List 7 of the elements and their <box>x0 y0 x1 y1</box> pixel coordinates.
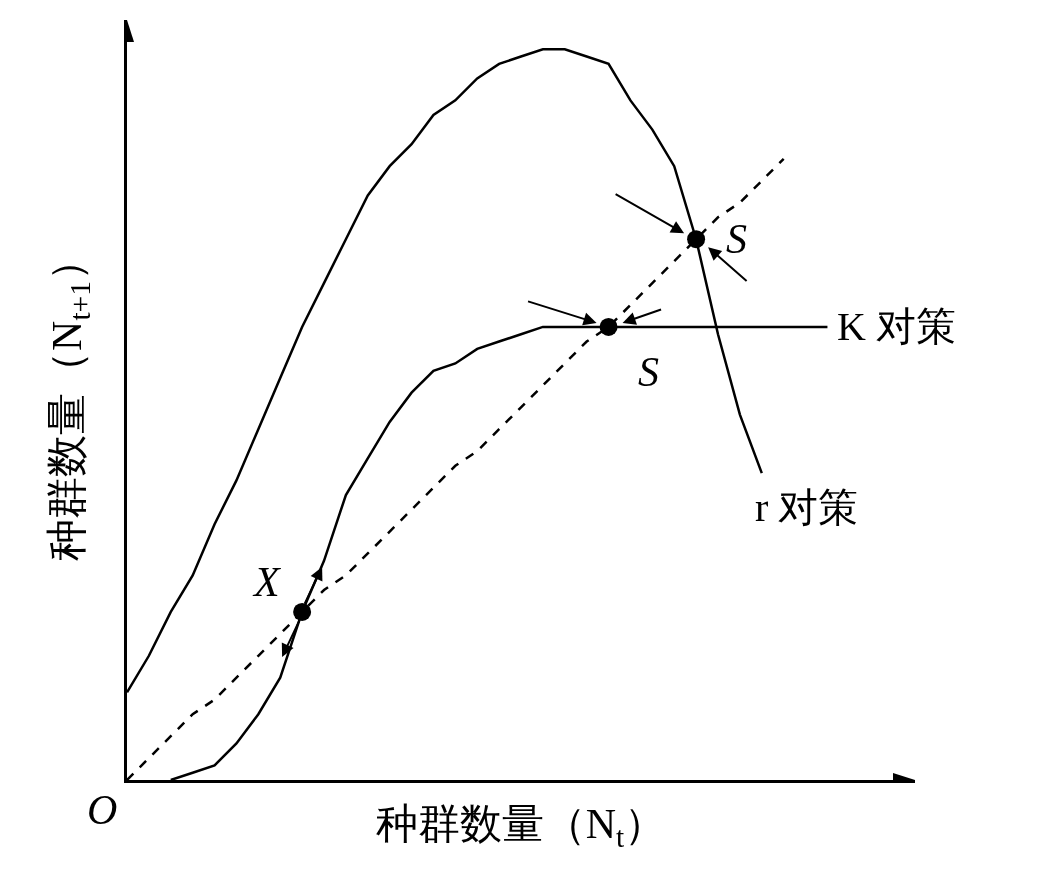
annotation: S <box>726 216 747 262</box>
annotation: S <box>638 349 659 395</box>
text: O <box>87 787 118 833</box>
series-label: K 对策 <box>837 304 956 349</box>
x-axis-title: 种群数量（N$_{t}$） <box>375 801 667 853</box>
series-label: r 对策 <box>755 485 859 530</box>
annotation: X <box>252 559 282 605</box>
